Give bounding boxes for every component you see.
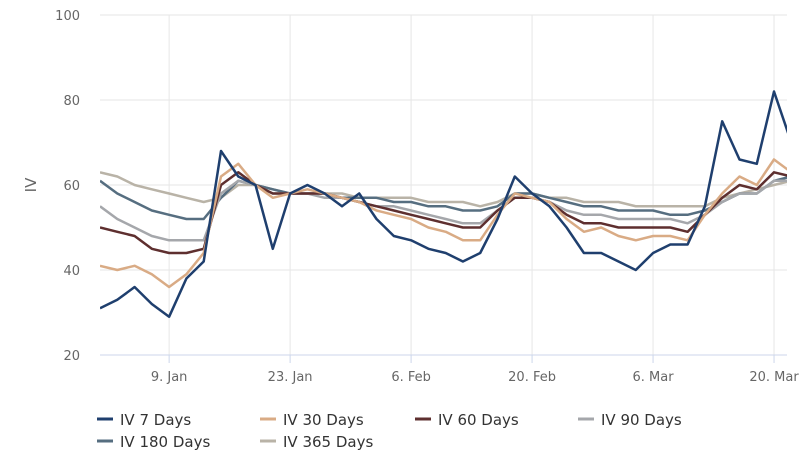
- x-axis-ticks: 9. Jan 23. Jan 6. Feb 20. Feb 6. Mar 20. Mar: [151, 370, 800, 385]
- series-line-iv-30-days: [100, 158, 787, 289]
- series-line-iv-7-days: [100, 90, 787, 319]
- y-tick-label: 80: [63, 94, 80, 109]
- legend-label: IV 7 Days: [120, 411, 191, 429]
- legend-item[interactable]: IV 30 Days: [260, 411, 364, 429]
- y-tick-label: 60: [63, 179, 80, 194]
- legend-label: IV 60 Days: [438, 411, 519, 429]
- legend-label: IV 30 Days: [283, 411, 364, 429]
- legend-label: IV 365 Days: [283, 433, 373, 451]
- y-axis-label: IV: [22, 177, 40, 192]
- x-tick-label: 20. Mar: [749, 370, 799, 385]
- series-line-iv-180-days: [100, 176, 787, 221]
- series-line-iv-365-days: [100, 171, 787, 208]
- legend-label: IV 90 Days: [601, 411, 682, 429]
- legend-item[interactable]: IV 90 Days: [578, 411, 682, 429]
- x-tick-label: 6. Feb: [391, 370, 431, 385]
- legend-item[interactable]: IV 365 Days: [260, 433, 373, 451]
- x-tick-label: 20. Feb: [508, 370, 556, 385]
- series-lines: [100, 90, 787, 319]
- legend-item[interactable]: IV 60 Days: [415, 411, 519, 429]
- legend-item[interactable]: IV 7 Days: [97, 411, 191, 429]
- y-tick-label: 20: [63, 349, 80, 364]
- y-tick-label: 100: [55, 9, 80, 24]
- legend-item[interactable]: IV 180 Days: [97, 433, 210, 451]
- grid: [100, 14, 787, 363]
- legend: IV 7 Days IV 30 Days IV 60 Days IV 90 Days I…: [97, 411, 682, 451]
- x-tick-label: 23. Jan: [268, 370, 313, 385]
- x-tick-label: 6. Mar: [633, 370, 675, 385]
- x-tick-label: 9. Jan: [151, 370, 188, 385]
- y-tick-label: 40: [63, 264, 80, 279]
- legend-label: IV 180 Days: [120, 433, 210, 451]
- y-axis-ticks: 20 40 60 80 100: [55, 9, 80, 364]
